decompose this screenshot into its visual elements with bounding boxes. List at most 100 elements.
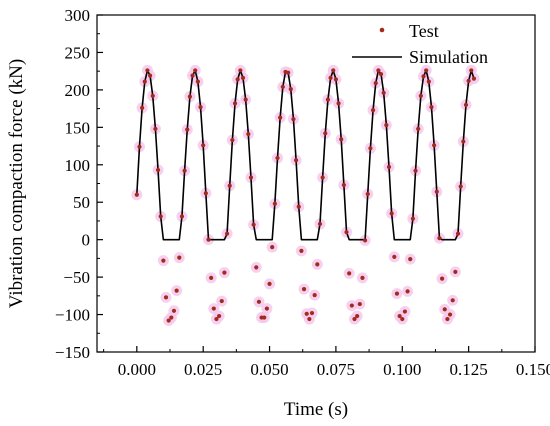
test-point (442, 307, 447, 312)
test-point (370, 108, 376, 113)
x-tick-label: 0.000 (118, 360, 156, 379)
test-point (299, 248, 304, 253)
test-point (317, 221, 323, 227)
test-point (355, 313, 360, 319)
test-point (368, 146, 373, 151)
y-tick-label: 0 (82, 231, 91, 250)
test-point (437, 236, 442, 241)
test-point (429, 105, 434, 110)
test-point (174, 288, 179, 293)
test-point (344, 230, 349, 235)
test-point (224, 231, 230, 236)
x-axis-title: Time (s) (284, 399, 348, 420)
test-point (150, 93, 155, 98)
y-tick-label: −100 (55, 306, 90, 325)
y-tick-label: 50 (73, 193, 90, 212)
legend: Test Simulation (352, 21, 488, 67)
test-point (458, 184, 463, 189)
test-point (413, 168, 418, 173)
test-point (243, 97, 248, 102)
test-point (293, 158, 299, 163)
test-point (195, 79, 200, 84)
x-tick-label: 0.125 (450, 360, 488, 379)
test-point (251, 222, 256, 227)
test-point (267, 281, 272, 286)
test-point (386, 164, 392, 170)
test-point (360, 275, 365, 280)
test-point (315, 262, 320, 267)
test-point (365, 191, 370, 197)
test-point (134, 192, 139, 197)
test-point (307, 316, 312, 322)
test-point (163, 295, 169, 300)
test-point (349, 303, 354, 308)
test-point (466, 78, 471, 84)
test-point (142, 79, 147, 84)
test-point (275, 155, 280, 161)
test-point (325, 97, 331, 102)
legend-test-label: Test (409, 21, 439, 41)
test-point (434, 189, 439, 194)
test-point (248, 175, 254, 180)
test-point (203, 191, 208, 196)
test-point (286, 70, 291, 75)
test-point (304, 311, 309, 316)
x-tick-label: 0.025 (184, 360, 222, 379)
test-point (447, 312, 453, 317)
test-point (272, 201, 277, 206)
y-tick-label: 200 (65, 81, 91, 100)
test-point (312, 292, 317, 298)
test-point (309, 310, 315, 316)
test-point (219, 298, 224, 304)
test-point (363, 238, 368, 243)
y-axis: −150 −100 −50 0 50 100 150 200 250 300 (55, 6, 103, 362)
test-point (185, 127, 190, 132)
y-tick-label: −50 (63, 268, 90, 287)
test-point (392, 254, 397, 259)
test-point (421, 74, 426, 79)
test-point (405, 289, 410, 294)
legend-simulation-label: Simulation (409, 47, 488, 67)
test-point (240, 75, 246, 81)
test-point (187, 94, 193, 99)
test-point (373, 81, 378, 86)
test-point (211, 306, 216, 311)
test-point (214, 316, 219, 322)
test-point (264, 306, 269, 311)
x-tick-label: 0.075 (317, 360, 355, 379)
y-tick-label: 300 (65, 6, 91, 25)
y-axis-title: Vibration compaction force (kN) (6, 59, 27, 308)
test-point (238, 68, 243, 73)
test-point (179, 214, 185, 219)
test-point (182, 168, 187, 173)
test-point (171, 308, 177, 313)
test-point (455, 231, 461, 236)
y-tick-label: 100 (65, 156, 91, 175)
test-point (384, 122, 389, 128)
test-point (288, 87, 293, 92)
test-point (198, 105, 203, 110)
test-point (400, 316, 405, 322)
test-point (418, 93, 423, 98)
test-point (217, 313, 222, 319)
test-point (256, 299, 262, 304)
test-point (397, 313, 402, 319)
y-tick-label: −150 (55, 343, 90, 362)
test-point (155, 167, 161, 173)
test-point (166, 318, 171, 323)
test-point (331, 68, 336, 73)
test-point (328, 75, 333, 81)
test-point (323, 131, 328, 136)
test-point (339, 137, 344, 142)
test-point (227, 183, 232, 188)
test-point (352, 316, 357, 322)
test-point (232, 101, 238, 106)
x-axis: 0.000 0.025 0.050 0.075 0.100 0.125 0.150 (103, 346, 550, 379)
test-point (190, 73, 195, 78)
test-point (381, 90, 386, 95)
x-tick-label: 0.150 (516, 360, 550, 379)
legend-test-marker (379, 27, 385, 33)
test-point (246, 131, 251, 137)
test-point (469, 68, 474, 73)
